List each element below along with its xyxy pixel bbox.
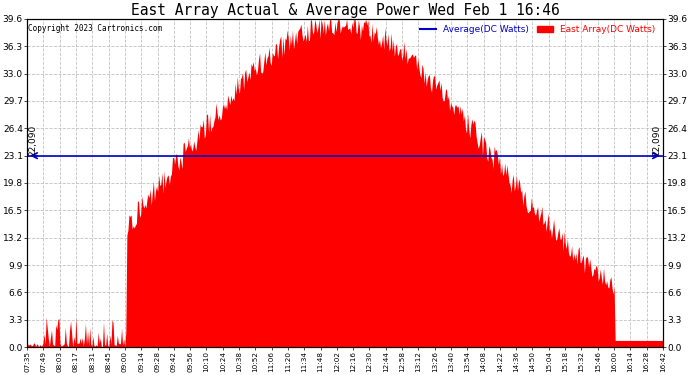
Text: 22,090: 22,090 xyxy=(28,124,37,156)
Legend: Average(DC Watts), East Array(DC Watts): Average(DC Watts), East Array(DC Watts) xyxy=(420,25,656,34)
Text: 22,090: 22,090 xyxy=(653,124,662,156)
Text: Copyright 2023 Cartronics.com: Copyright 2023 Cartronics.com xyxy=(28,24,162,33)
Title: East Array Actual & Average Power Wed Feb 1 16:46: East Array Actual & Average Power Wed Fe… xyxy=(130,3,560,18)
